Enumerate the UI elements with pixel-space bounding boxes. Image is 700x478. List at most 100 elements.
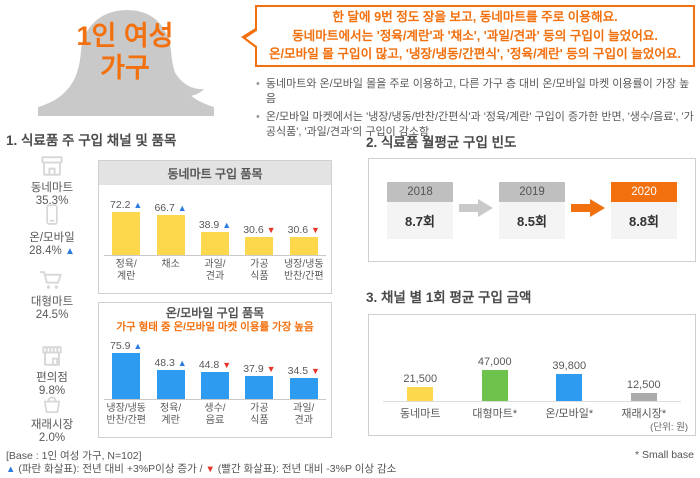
convenience-store-icon [38,340,66,370]
bar [630,393,657,401]
flow-arrow-icon [571,198,605,222]
summary-bullets: • 동네마트와 온/모바일 몰을 주로 이용하고, 다른 가구 층 대비 온/모… [256,77,698,143]
amount-box: 21,500 47,000 39,800 12,500 동네마트 대형마트* 온/모바일*… [368,314,696,436]
trend-up-icon: ▲ [177,203,187,213]
bar [245,376,274,400]
trend-down-icon: ▼ [310,225,320,235]
category-label: 가공 식품 [250,259,269,282]
year-label: 2020 [611,181,677,202]
bullet-text: 온/모바일 마켓에서는 '냉장/냉동/반찬/간편식'과 '정육/계란' 구입이 … [265,110,694,139]
bar-value: 37.9 ▼ [243,363,276,376]
year-card: 2019 8.5회 [499,181,565,239]
bar-slot: 39,800 [534,360,604,401]
bar-value: 38.9 ▲ [198,219,232,231]
bar-slot: 44.8 ▼ [193,359,237,400]
chart2-title: 온/모바일 구입 품목 [165,306,265,320]
bubble-line-1: 한 달에 9번 정도 장을 보고, 동네마트를 주로 이용해요. [332,9,618,24]
category-label: 채소 [161,259,180,270]
category-label: 냉장/냉동 반찬/간편 [283,259,324,282]
bar [407,387,434,401]
unit-note: (단위: 원) [650,422,688,433]
channel-item: 편의점 9.8% [8,340,96,399]
trend-down-icon: ▼ [222,360,232,371]
channel-share: 9.8% [38,385,66,398]
bar-value: 30.6 ▼ [287,224,320,236]
bubble-line-2: 동네마트에서는 '정육/계란'과 '채소', '과일/견과' 등의 구입이 늘었… [292,28,658,43]
cart-icon [37,264,67,294]
amount-plot: 21,500 47,000 39,800 12,500 [383,329,681,402]
year-label: 2019 [499,181,565,202]
bar [156,215,185,255]
channel-item: 재래시장 2.0% [8,387,96,446]
bar-value: 66.7 ▲ [154,202,187,214]
bullet-text: 동네마트와 온/모바일 몰을 주로 이용하고, 다른 가구 층 대비 온/모바일… [265,78,690,106]
bar-slot: 66.7 ▲ [149,202,193,255]
woman-silhouette-icon [38,10,214,116]
chart2-header: 온/모바일 구입 품목 가구 형태 중 온/모바일 마켓 이용률 가장 높음 [99,303,331,334]
category-label: 동네마트 [400,408,441,420]
bar-slot: 38.9 ▲ [193,219,237,255]
persona-figure: 1인 여성 가구 [15,6,235,116]
bar [556,374,583,401]
channel-item: 동네마트 35.3% [8,150,96,209]
channel-share: 28.4% ▲ [29,245,75,258]
bubble-line-3: 온/모바일 몰 구입이 많고, '냉장/냉동/간편식', '정육/계란' 등의 … [268,47,682,62]
channel-name: 온/모바일 [29,232,75,244]
base-note: [Base : 1인 여성 가구, N=102] [6,450,142,462]
section1-title: 1. 식료품 주 구입 채널 및 품목 [6,133,177,148]
bar-value: 12,500 [626,379,661,391]
bar-slot: 34.5 ▼ [282,365,326,400]
chart1-title: 동네마트 구입 품목 [99,161,331,185]
legend-down-arrow-icon: ▼ [205,464,215,475]
category-label: 재래시장* [621,408,667,420]
category-label: 정육/ 계란 [159,403,182,427]
flow-arrow-icon [459,198,493,222]
store-icon [37,150,67,180]
year-card: 2018 8.7회 [387,181,453,239]
frequency-box: 2018 8.7회 2019 8.5회 2020 8.8회 [368,158,696,262]
persona-title-line2: 가구 [100,53,150,84]
bar [200,372,229,400]
channel-item: 온/모바일 28.4% ▲ [8,200,96,259]
frequency-value: 8.7회 [387,201,453,239]
bar [289,378,318,400]
bullet-icon: • [256,78,260,90]
basket-icon [38,387,66,417]
bar-slot: 72.2 ▲ [104,199,148,255]
category-label: 과일/ 견과 [293,403,315,427]
legend-up-text: (파란 화살표): 전년 대비 +3%P이상 증가 / [15,463,206,475]
bullet-item: • 온/모바일 마켓에서는 '냉장/냉동/반찬/간편식'과 '정육/계란' 구입… [256,110,698,141]
trend-down-icon: ▼ [266,225,276,235]
channel-name: 대형마트 [30,296,74,308]
small-base-note: * Small base [635,449,694,461]
category-label: 생수/ 음료 [204,403,226,427]
bar [156,370,185,400]
channel-name: 편의점 [36,372,68,384]
category-label: 과일/ 견과 [204,259,226,282]
online-mobile-chart: 온/모바일 구입 품목 가구 형태 중 온/모바일 마켓 이용률 가장 높음 7… [98,302,332,438]
legend-down-text: (빨간 화살표): 전년 대비 -3%P 이상 감소 [214,463,397,475]
bar-slot: 48.3 ▲ [149,357,193,400]
bar-slot: 47,000 [460,356,530,401]
trend-up-icon: ▲ [133,200,143,210]
amount-labels: 동네마트 대형마트* 온/모바일* 재래시장* [383,405,681,421]
year-card: 2020 8.8회 [611,181,677,239]
persona-title: 1인 여성 가구 [15,20,235,85]
bar-slot: 37.9 ▼ [237,363,281,400]
bar-value: 39,800 [552,360,587,372]
category-label: 온/모바일* [545,408,594,420]
bar [289,237,318,255]
category-label: 냉장/냉동 반찬/간편 [106,403,146,427]
category-label: 가공 식품 [250,403,269,427]
frequency-value: 8.8회 [611,201,677,239]
bar-slot: 12,500 [609,379,679,401]
chart1-labels: 정육/ 계란 채소 과일/ 견과 가공 식품 냉장/냉동 반찬/간편 [104,259,326,283]
channel-name: 재래시장 [30,419,74,431]
bar-slot: 75.9 ▲ [104,340,148,400]
bar [112,212,141,255]
bar-slot: 21,500 [385,373,455,401]
bar-value: 34.5 ▼ [287,365,320,378]
section3-title: 3. 채널 별 1회 평균 구입 금액 [366,290,532,305]
trend-up-icon: ▲ [222,220,232,230]
